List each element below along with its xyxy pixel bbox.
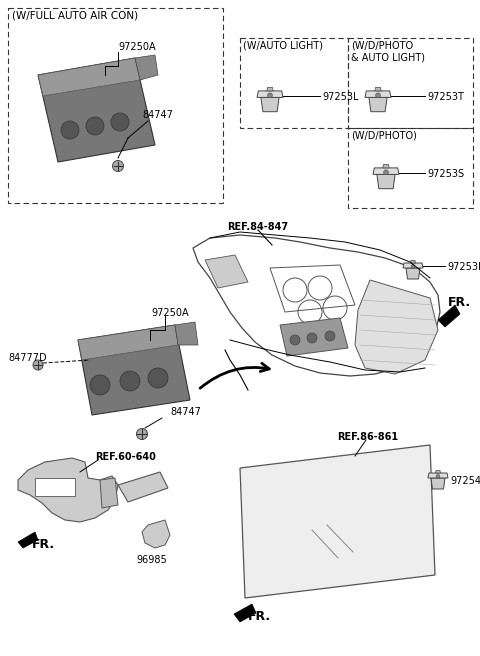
Text: 84747: 84747 (142, 110, 173, 120)
Text: FR.: FR. (248, 610, 271, 623)
Polygon shape (375, 87, 381, 91)
Text: 97250A: 97250A (118, 42, 156, 52)
Text: (W/D/PHOTO
& AUTO LIGHT): (W/D/PHOTO & AUTO LIGHT) (351, 41, 425, 62)
Circle shape (376, 93, 380, 98)
Polygon shape (267, 87, 273, 91)
Circle shape (111, 113, 129, 131)
Circle shape (436, 474, 440, 478)
Circle shape (136, 428, 147, 440)
Polygon shape (100, 478, 118, 508)
Text: 84747: 84747 (170, 407, 201, 417)
Text: 84777D: 84777D (8, 353, 47, 363)
Polygon shape (78, 325, 190, 415)
Polygon shape (118, 472, 168, 502)
Bar (348, 38, 473, 128)
Polygon shape (18, 458, 118, 522)
Polygon shape (257, 91, 283, 97)
Circle shape (268, 93, 272, 98)
Circle shape (411, 264, 415, 268)
Polygon shape (38, 58, 155, 162)
Circle shape (90, 375, 110, 395)
Text: 97253M: 97253M (447, 262, 480, 272)
Polygon shape (428, 473, 448, 478)
Circle shape (112, 161, 123, 171)
Polygon shape (234, 604, 256, 622)
Text: REF.86-861: REF.86-861 (337, 432, 398, 442)
Text: FR.: FR. (32, 538, 55, 551)
Text: (W/FULL AUTO AIR CON): (W/FULL AUTO AIR CON) (12, 11, 138, 21)
Polygon shape (438, 305, 460, 327)
Polygon shape (369, 97, 387, 112)
Circle shape (61, 121, 79, 139)
Polygon shape (365, 91, 391, 97)
Bar (348, 128, 473, 208)
Text: 96985: 96985 (137, 555, 168, 565)
Polygon shape (431, 478, 445, 489)
Circle shape (290, 335, 300, 345)
Text: REF.60-640: REF.60-640 (95, 452, 156, 462)
Polygon shape (135, 55, 158, 80)
Polygon shape (410, 260, 415, 263)
Bar (35, 478, 75, 496)
Polygon shape (205, 255, 248, 288)
Text: 97253S: 97253S (427, 169, 464, 179)
Text: 97253T: 97253T (427, 92, 464, 102)
Circle shape (120, 371, 140, 391)
Text: 97254M: 97254M (450, 476, 480, 486)
Polygon shape (373, 168, 399, 174)
Circle shape (148, 368, 168, 388)
Bar (240, 38, 348, 128)
Polygon shape (38, 58, 140, 96)
Circle shape (86, 117, 104, 135)
Polygon shape (261, 97, 279, 112)
Polygon shape (355, 280, 438, 374)
Circle shape (33, 360, 43, 370)
Text: (W/AUTO LIGHT): (W/AUTO LIGHT) (243, 41, 323, 51)
Text: 97253L: 97253L (322, 92, 359, 102)
Polygon shape (377, 174, 395, 189)
Polygon shape (403, 263, 423, 268)
Polygon shape (240, 445, 435, 598)
Circle shape (325, 331, 335, 341)
Polygon shape (383, 165, 389, 168)
Text: 97250A: 97250A (151, 308, 189, 318)
Circle shape (384, 170, 388, 174)
Polygon shape (78, 325, 178, 360)
Polygon shape (436, 470, 441, 473)
Text: REF.84-847: REF.84-847 (228, 222, 288, 232)
Polygon shape (142, 520, 170, 548)
Text: FR.: FR. (448, 296, 471, 309)
Polygon shape (280, 318, 348, 356)
Circle shape (307, 333, 317, 343)
Polygon shape (18, 532, 38, 548)
Bar (8, 8, 223, 203)
Text: (W/D/PHOTO): (W/D/PHOTO) (351, 131, 417, 141)
Polygon shape (175, 322, 198, 345)
Polygon shape (406, 268, 420, 279)
